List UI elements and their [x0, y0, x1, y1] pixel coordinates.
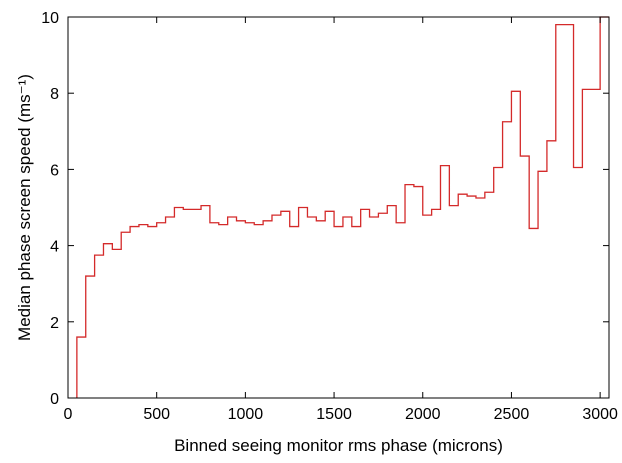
- x-tick-label: 1500: [316, 406, 352, 423]
- x-tick-label: 0: [64, 406, 73, 423]
- y-axis-title: Median phase screen speed (ms⁻¹): [15, 74, 34, 341]
- x-tick-label: 500: [143, 406, 170, 423]
- axes-layer: [67, 16, 610, 399]
- x-tick-label: 2000: [405, 406, 441, 423]
- y-tick-label: 10: [41, 10, 59, 27]
- y-tick-label: 0: [50, 391, 59, 408]
- ticks-layer: 0 500 1000 1500 2000 2500 3000 0 2 4 6 8 10: [41, 10, 618, 423]
- x-tick-label: 3000: [582, 406, 618, 423]
- y-tick-label: 6: [50, 162, 59, 179]
- y-tick-label: 4: [50, 239, 59, 256]
- data-series-layer: [76, 16, 609, 398]
- x-tick-label: 1000: [228, 406, 264, 423]
- plot-frame: [67, 16, 610, 399]
- x-axis-title: Binned seeing monitor rms phase (microns…: [174, 436, 503, 455]
- series-step-line: [76, 16, 609, 398]
- x-tick-label: 2500: [494, 406, 530, 423]
- y-tick-label: 2: [50, 315, 59, 332]
- y-tick-label: 8: [50, 86, 59, 103]
